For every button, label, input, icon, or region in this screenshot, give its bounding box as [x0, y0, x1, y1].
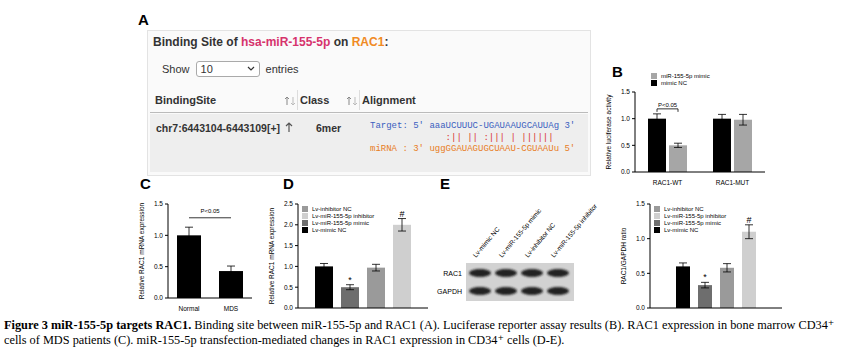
html-text:miR-155-5p mimic: miR-155-5p mimic [661, 73, 710, 79]
html-text:Alignment: Alignment [362, 94, 416, 106]
svg-text:Lv-miR-155-5p inhibitor: Lv-miR-155-5p inhibitor [549, 202, 599, 260]
svg-text:Relative RAC1 mRNA expression: Relative RAC1 mRNA expression [268, 207, 276, 304]
svg-text:RAC1-MUT: RAC1-MUT [716, 179, 750, 186]
svg-text:GAPDH: GAPDH [437, 288, 462, 295]
html-text:D: D [283, 175, 294, 192]
svg-text:1.0: 1.0 [621, 115, 630, 122]
html-text:BindingSite: BindingSite [155, 94, 217, 106]
html-text:chr7:6443104-6443109[+]: chr7:6443104-6443109[+] [156, 122, 281, 134]
svg-text:RAC1/GAPDH ratio: RAC1/GAPDH ratio [620, 227, 627, 284]
svg-text:RAC1-WT: RAC1-WT [653, 179, 683, 186]
html-text:Figure 3 miR-155-5p targets RA: Figure 3 miR-155-5p targets RAC1. Bindin… [4, 318, 835, 347]
svg-text:Lv-miR-155-5p mimic: Lv-miR-155-5p mimic [497, 206, 543, 259]
svg-text:1.0: 1.0 [154, 232, 163, 239]
svg-text:0.5: 0.5 [636, 270, 645, 277]
svg-text:0.5: 0.5 [154, 263, 163, 270]
svg-text:1.5: 1.5 [284, 242, 293, 249]
svg-text:1.5: 1.5 [621, 88, 630, 95]
svg-text:0.0: 0.0 [154, 294, 163, 301]
svg-text:1.0: 1.0 [636, 235, 645, 242]
svg-text:P<0.05: P<0.05 [200, 208, 220, 214]
svg-text:2.5: 2.5 [284, 200, 293, 207]
html-text:Lv-mimic NC: Lv-mimic NC [312, 227, 347, 233]
svg-text:Lv-inhibitor NC: Lv-inhibitor NC [523, 221, 557, 259]
svg-text:Relative RAC1 mRNA expression: Relative RAC1 mRNA expression [138, 202, 146, 299]
html-text:E: E [440, 175, 450, 192]
svg-text:*: * [348, 275, 352, 285]
svg-text:RAC1: RAC1 [443, 270, 462, 277]
svg-text:0.0: 0.0 [636, 304, 645, 311]
svg-text:#: # [399, 209, 404, 219]
svg-text:0.0: 0.0 [284, 304, 293, 311]
html-text:A: A [138, 11, 149, 28]
html-text:B: B [612, 63, 623, 80]
svg-text:0.5: 0.5 [284, 284, 293, 291]
html-text:Lv-inhibitor NC: Lv-inhibitor NC [312, 206, 352, 212]
svg-text:Relative luciferase activity: Relative luciferase activity [605, 94, 613, 170]
html-text:6mer: 6mer [316, 122, 342, 134]
svg-text:P<0.05: P<0.05 [658, 102, 678, 108]
html-text:mimic NC: mimic NC [661, 80, 687, 86]
html-text:Lv-miR-155-5p inhibitor: Lv-miR-155-5p inhibitor [312, 213, 375, 219]
html-text:Show: Show [162, 63, 190, 75]
svg-text:Normal: Normal [179, 305, 201, 312]
html-text:Lv-miR-155-5p mimic: Lv-miR-155-5p mimic [312, 220, 369, 226]
svg-text:0.0: 0.0 [621, 168, 630, 175]
svg-text:2.0: 2.0 [284, 221, 293, 228]
html-text:Binding Site of hsa-miR-155-5p: Binding Site of hsa-miR-155-5p on RAC1: [153, 35, 389, 49]
html-text:C: C [140, 175, 151, 192]
html-text:Lv-miR-155-5p mimic: Lv-miR-155-5p mimic [664, 220, 721, 226]
svg-text:1.5: 1.5 [154, 200, 163, 207]
html-text:10: 10 [200, 63, 213, 75]
html-text:Class: Class [300, 94, 330, 106]
svg-text:#: # [746, 215, 751, 225]
svg-text:0.5: 0.5 [621, 142, 630, 149]
html-text:Lv-miR-155-5p inhibitor: Lv-miR-155-5p inhibitor [664, 213, 727, 219]
svg-text:1.0: 1.0 [284, 263, 293, 270]
html-text:entries: entries [265, 63, 299, 75]
svg-text:*: * [703, 272, 707, 282]
html-text:Lv-inhibitor NC: Lv-inhibitor NC [664, 206, 704, 212]
svg-text:MDS: MDS [224, 305, 239, 312]
html-text:miRNA : 3' uggGGAUAGUGCUAAU-CG: miRNA : 3' uggGGAUAGUGCUAAU-CGUAAUu 5' [370, 144, 576, 154]
svg-text:Lv-mimic NC: Lv-mimic NC [471, 225, 500, 258]
html-text:Target: 5' aaaUCUUUC-UGAUAAUGC: Target: 5' aaaUCUUUC-UGAUAAUGCAUUAg 3' [370, 121, 576, 131]
html-text:Lv-mimic NC: Lv-mimic NC [664, 227, 699, 233]
svg-text:1.5: 1.5 [636, 200, 645, 207]
